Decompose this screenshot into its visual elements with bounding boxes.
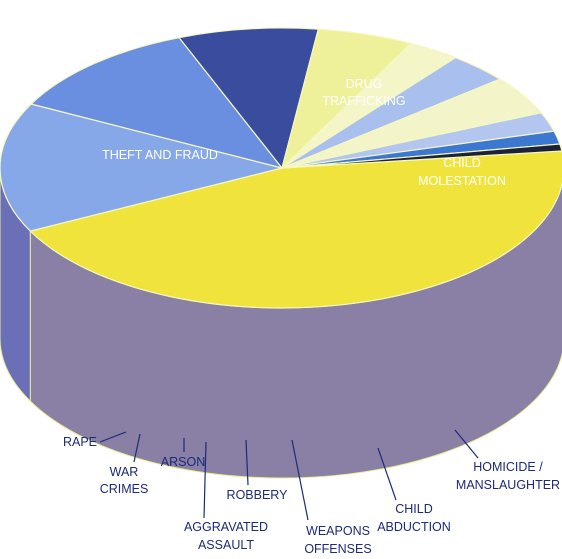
leader-line-4 xyxy=(245,439,249,486)
leader-line-6 xyxy=(377,447,397,501)
pie-slices xyxy=(0,27,562,309)
label-theft-and-fraud: THEFT AND FRAUD xyxy=(102,148,218,162)
label-robbery: ROBBERY xyxy=(227,488,289,502)
label-child-molestation-2: MOLESTATION xyxy=(418,174,506,188)
leader-lines xyxy=(99,429,479,521)
label-aggravated-assault-2: ASSAULT xyxy=(198,538,254,552)
slice-homicide-manslaughter xyxy=(178,27,320,170)
label-war-crimes-1: WAR xyxy=(110,465,139,479)
slice-drug-trafficking xyxy=(0,103,283,232)
label-homicide-1: HOMICIDE / xyxy=(473,460,543,474)
leader-line-0 xyxy=(99,431,127,443)
label-rape: RAPE xyxy=(63,435,97,449)
label-arson: ARSON xyxy=(161,455,205,469)
label-drug-trafficking-1: DRUG xyxy=(346,77,383,91)
leader-line-3 xyxy=(203,441,207,519)
slice-theft-and-fraud xyxy=(29,150,562,309)
label-war-crimes-2: CRIMES xyxy=(100,482,149,496)
label-weapons-offenses-1: WEAPONS xyxy=(306,524,370,538)
label-aggravated-assault-1: AGGRAVATED xyxy=(184,520,268,534)
leader-line-7 xyxy=(454,429,479,459)
label-child-abduction-2: ABDUCTION xyxy=(377,520,451,534)
label-child-abduction-1: CHILD xyxy=(395,502,433,516)
label-homicide-2: MANSLAUGHTER xyxy=(456,478,560,492)
label-child-molestation-1: CHILD xyxy=(443,156,481,170)
leader-line-5 xyxy=(291,439,309,521)
label-weapons-offenses-2: OFFENSES xyxy=(304,542,371,556)
label-drug-trafficking-2: TRAFFICKING xyxy=(322,94,405,108)
leader-line-1 xyxy=(133,433,141,463)
slice-child-molestation xyxy=(29,36,284,170)
